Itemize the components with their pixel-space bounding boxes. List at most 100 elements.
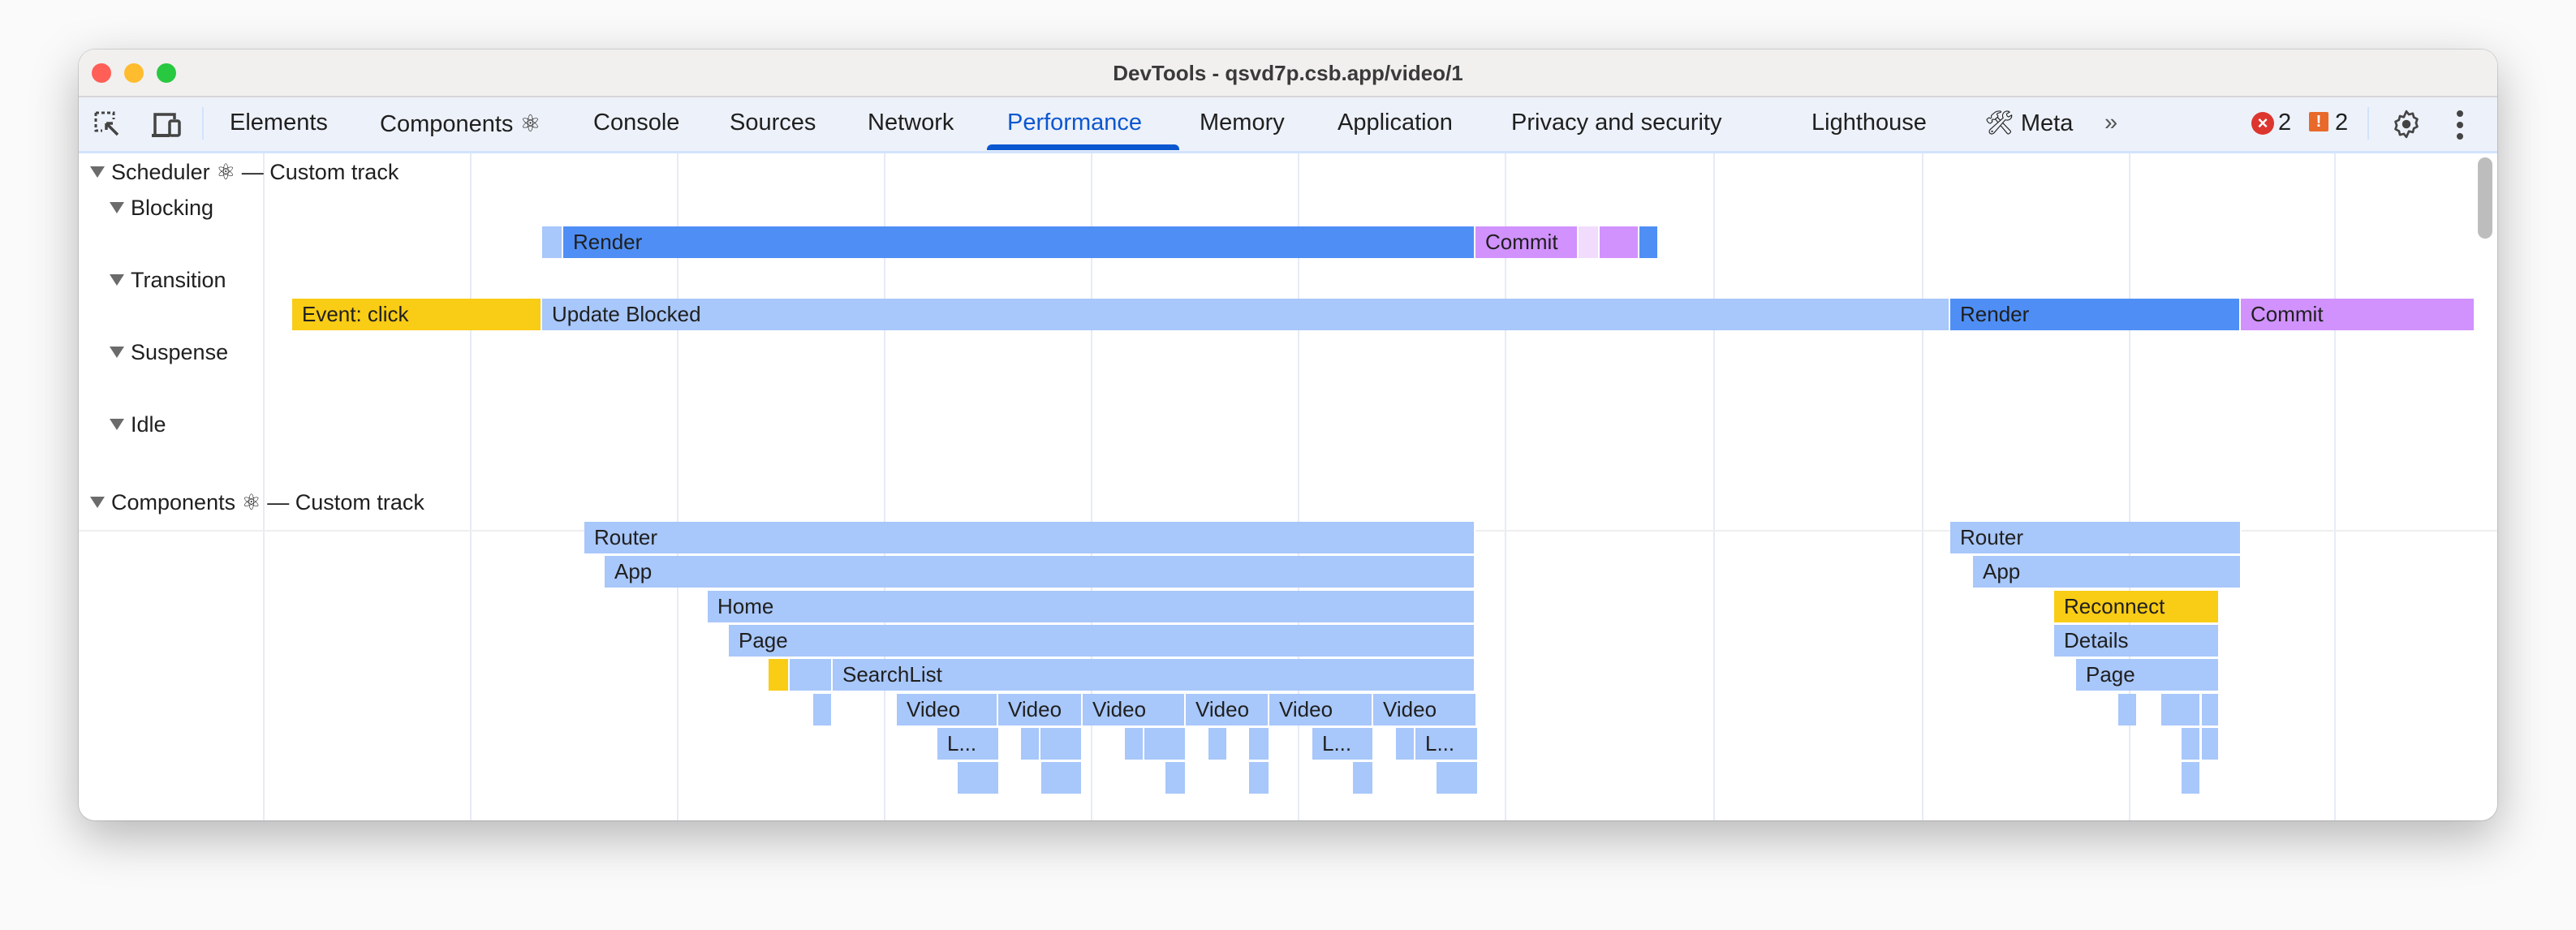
close-window-button[interactable] [92, 63, 111, 83]
time-gridline [1922, 153, 1923, 820]
devtools-window: DevTools - qsvd7p.csb.app/video/1 Elemen… [79, 50, 2497, 820]
error-count[interactable]: 2 [2278, 110, 2292, 136]
flame-bar[interactable] [1040, 727, 1083, 760]
lane-idle[interactable]: Idle [110, 412, 166, 437]
devtools-toolbar: Elements Components ⚛ Console Sources Ne… [79, 97, 2497, 153]
flame-bar-reconnect[interactable]: Reconnect [2054, 590, 2220, 622]
tab-sources[interactable]: Sources [730, 110, 816, 136]
flame-bar-video[interactable]: Video [897, 693, 998, 725]
time-gridline [884, 153, 885, 820]
flame-bar-app[interactable]: App [1973, 556, 2242, 588]
minimize-window-button[interactable] [124, 63, 144, 83]
zoom-window-button[interactable] [157, 63, 176, 83]
flame-bar-searchlist[interactable]: SearchList [833, 659, 1475, 691]
components-track-header[interactable]: Components ⚛ — Custom track [90, 490, 424, 515]
flame-bar[interactable] [958, 762, 1000, 794]
flame-bar[interactable] [2202, 727, 2220, 760]
tab-meta-label: Meta [2020, 110, 2074, 136]
flame-bar[interactable] [542, 226, 563, 258]
collapse-triangle-icon [110, 202, 124, 213]
flame-bar-app[interactable]: App [605, 556, 1475, 588]
performance-flame-chart[interactable]: Scheduler ⚛ — Custom track Blocking Tran… [79, 153, 2497, 820]
flame-bar-l[interactable]: L... [1415, 727, 1479, 760]
flame-bar[interactable] [1208, 727, 1228, 760]
flame-bar-video[interactable]: Video [1186, 693, 1269, 725]
tab-privacy-and-security[interactable]: Privacy and security [1511, 110, 1722, 136]
error-icon[interactable]: × [2251, 112, 2274, 135]
flame-bar-l[interactable]: L... [1312, 727, 1374, 760]
flame-bar-video[interactable]: Video [1269, 693, 1373, 725]
collapse-triangle-icon [90, 166, 105, 178]
flame-bar[interactable] [1041, 762, 1083, 794]
settings-gear-icon[interactable] [2391, 109, 2422, 140]
lane-label: Transition [131, 268, 226, 292]
flame-bar-video[interactable]: Video [1373, 693, 1477, 725]
inspect-element-icon[interactable] [93, 110, 123, 140]
collapse-triangle-icon [110, 274, 124, 286]
flame-bar[interactable] [1639, 226, 1659, 258]
flame-bar[interactable] [2182, 727, 2201, 760]
time-gridline [1298, 153, 1299, 820]
time-gridline [1091, 153, 1092, 820]
lane-transition[interactable]: Transition [110, 268, 226, 293]
flame-bar[interactable] [1021, 727, 1040, 760]
tab-performance[interactable]: Performance [1007, 110, 1143, 136]
flame-bar[interactable] [1249, 727, 1270, 760]
flame-bar[interactable] [1249, 762, 1270, 794]
flame-bar[interactable] [1396, 727, 1415, 760]
flame-bar-router[interactable]: Router [584, 522, 1475, 553]
warning-icon[interactable]: ! [2309, 112, 2328, 131]
flame-bar-router[interactable]: Router [1950, 522, 2242, 553]
flame-bar-details[interactable]: Details [2054, 624, 2220, 657]
lane-suspense[interactable]: Suspense [110, 340, 228, 365]
tab-console[interactable]: Console [593, 110, 680, 136]
flame-bar-video[interactable]: Video [998, 693, 1083, 725]
more-options-icon[interactable] [2455, 109, 2465, 141]
flame-bar-render[interactable]: Render [563, 226, 1475, 258]
flame-bar-l[interactable]: L... [937, 727, 1000, 760]
flame-bar-page[interactable]: Page [729, 624, 1475, 657]
lane-blocking[interactable]: Blocking [110, 196, 213, 221]
time-gridline [470, 153, 472, 820]
tab-components[interactable]: Components ⚛ [380, 111, 541, 137]
flame-bar[interactable] [1353, 762, 1374, 794]
flame-bar[interactable] [790, 659, 833, 691]
flame-bar[interactable] [2161, 693, 2201, 725]
flame-bar-render[interactable]: Render [1950, 299, 2241, 330]
flame-bar[interactable] [1600, 226, 1639, 258]
flame-bar-commit[interactable]: Commit [2241, 299, 2475, 330]
flame-bar[interactable] [1125, 727, 1144, 760]
tab-application[interactable]: Application [1338, 110, 1453, 136]
flame-bar-event-click[interactable]: Event: click [292, 299, 542, 330]
flame-bar-update-blocked[interactable]: Update Blocked [542, 299, 1950, 330]
flame-bar[interactable] [2202, 693, 2220, 725]
warning-count[interactable]: 2 [2335, 110, 2349, 136]
scheduler-track-header[interactable]: Scheduler ⚛ — Custom track [90, 160, 398, 185]
window-title: DevTools - qsvd7p.csb.app/video/1 [1113, 61, 1463, 85]
flame-bar[interactable] [1437, 762, 1479, 794]
tab-elements[interactable]: Elements [230, 110, 328, 136]
flame-bar[interactable] [769, 659, 790, 691]
flame-bar[interactable] [2118, 693, 2138, 725]
flame-bar-commit[interactable]: Commit [1475, 226, 1579, 258]
tab-network[interactable]: Network [868, 110, 954, 136]
flame-bar-home[interactable]: Home [708, 590, 1475, 622]
more-tabs-button[interactable]: » [2104, 110, 2118, 136]
tab-memory[interactable]: Memory [1200, 110, 1285, 136]
flame-bar[interactable] [813, 693, 833, 725]
flame-bar[interactable] [2182, 762, 2201, 794]
active-tab-indicator [987, 144, 1179, 150]
tab-meta[interactable]: 🛠 Meta [1984, 110, 2073, 137]
flame-bar-video[interactable]: Video [1083, 693, 1186, 725]
time-gridline [2334, 153, 2336, 820]
lane-label: Suspense [131, 340, 229, 364]
flame-bar[interactable] [1165, 762, 1187, 794]
flame-bar[interactable] [1579, 226, 1600, 258]
vertical-scrollbar[interactable] [2478, 157, 2492, 239]
tab-lighthouse[interactable]: Lighthouse [1811, 110, 1927, 136]
device-toolbar-icon[interactable] [150, 110, 183, 140]
lane-label: Blocking [131, 196, 214, 220]
flame-bar-page[interactable]: Page [2076, 659, 2220, 691]
flame-bar[interactable] [1144, 727, 1187, 760]
time-gridline [677, 153, 678, 820]
